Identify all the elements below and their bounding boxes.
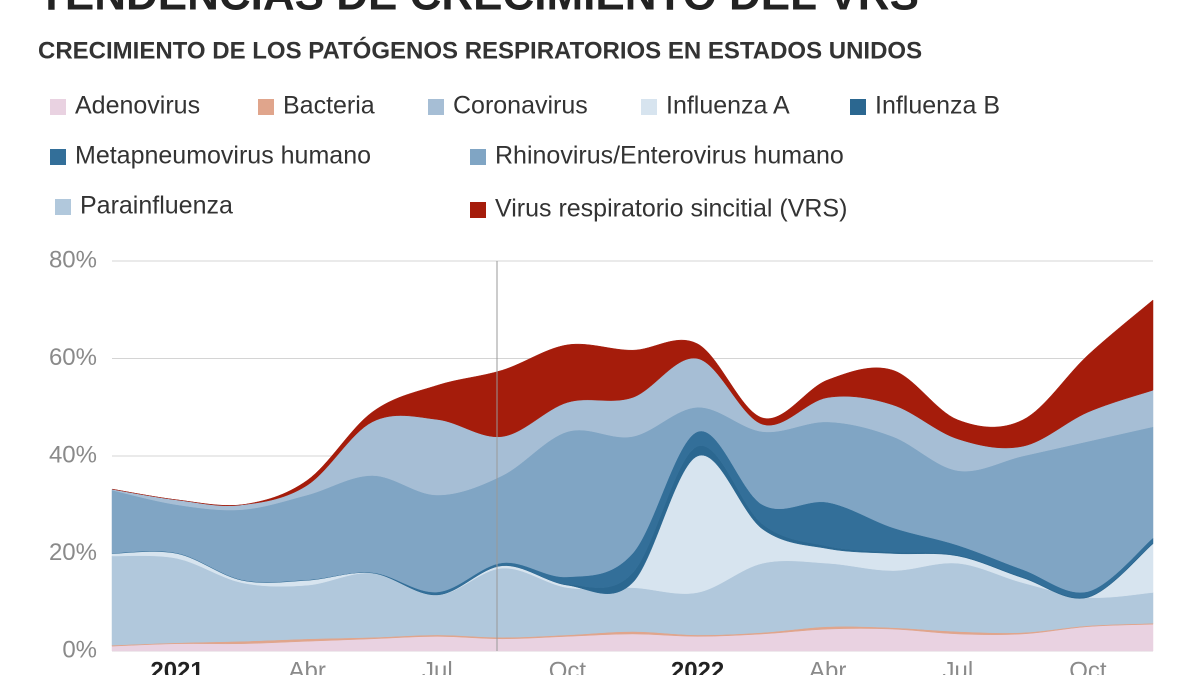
x-tick-label: 2021 xyxy=(150,657,203,675)
legend-swatch xyxy=(641,99,657,115)
chart-title: TENDENCIAS DE CRECIMIENTO DEL VRS xyxy=(38,0,919,20)
y-tick-label: 60% xyxy=(49,344,97,371)
x-tick-label: Jul xyxy=(942,657,973,675)
y-tick-label: 40% xyxy=(49,441,97,468)
y-tick-label: 0% xyxy=(62,636,97,663)
legend-label: Metapneumovirus humano xyxy=(75,142,371,170)
legend-label: Virus respiratorio sincitial (VRS) xyxy=(495,195,847,223)
legend-label: Coronavirus xyxy=(453,92,588,120)
x-tick-label: Jul xyxy=(422,657,453,675)
legend-swatch xyxy=(50,99,66,115)
legend-swatch xyxy=(470,202,486,218)
y-tick-label: 20% xyxy=(49,539,97,566)
legend-label: Adenovirus xyxy=(75,92,200,120)
x-tick-label: Oct xyxy=(1069,657,1107,675)
chart-subtitle: CRECIMIENTO DE LOS PATÓGENOS RESPIRATORI… xyxy=(38,36,922,64)
legend-swatch xyxy=(428,99,444,115)
area xyxy=(111,299,1154,506)
legend-swatch xyxy=(50,149,66,165)
legend-swatch xyxy=(55,199,71,215)
x-tick-label: 2022 xyxy=(671,657,724,675)
legend-label: Bacteria xyxy=(283,92,375,120)
legend-swatch xyxy=(258,99,274,115)
legend-label: Parainfluenza xyxy=(80,192,233,220)
x-tick-label: Abr xyxy=(809,657,846,675)
x-tick-label: Abr xyxy=(289,657,326,675)
legend-label: Rhinovirus/Enterovirus humano xyxy=(495,142,844,170)
legend-swatch xyxy=(850,99,866,115)
legend-label: Influenza B xyxy=(875,92,1000,120)
legend-label: Influenza A xyxy=(666,92,790,120)
y-tick-label: 80% xyxy=(49,246,97,273)
legend-swatch xyxy=(470,149,486,165)
x-tick-label: Oct xyxy=(549,657,587,675)
